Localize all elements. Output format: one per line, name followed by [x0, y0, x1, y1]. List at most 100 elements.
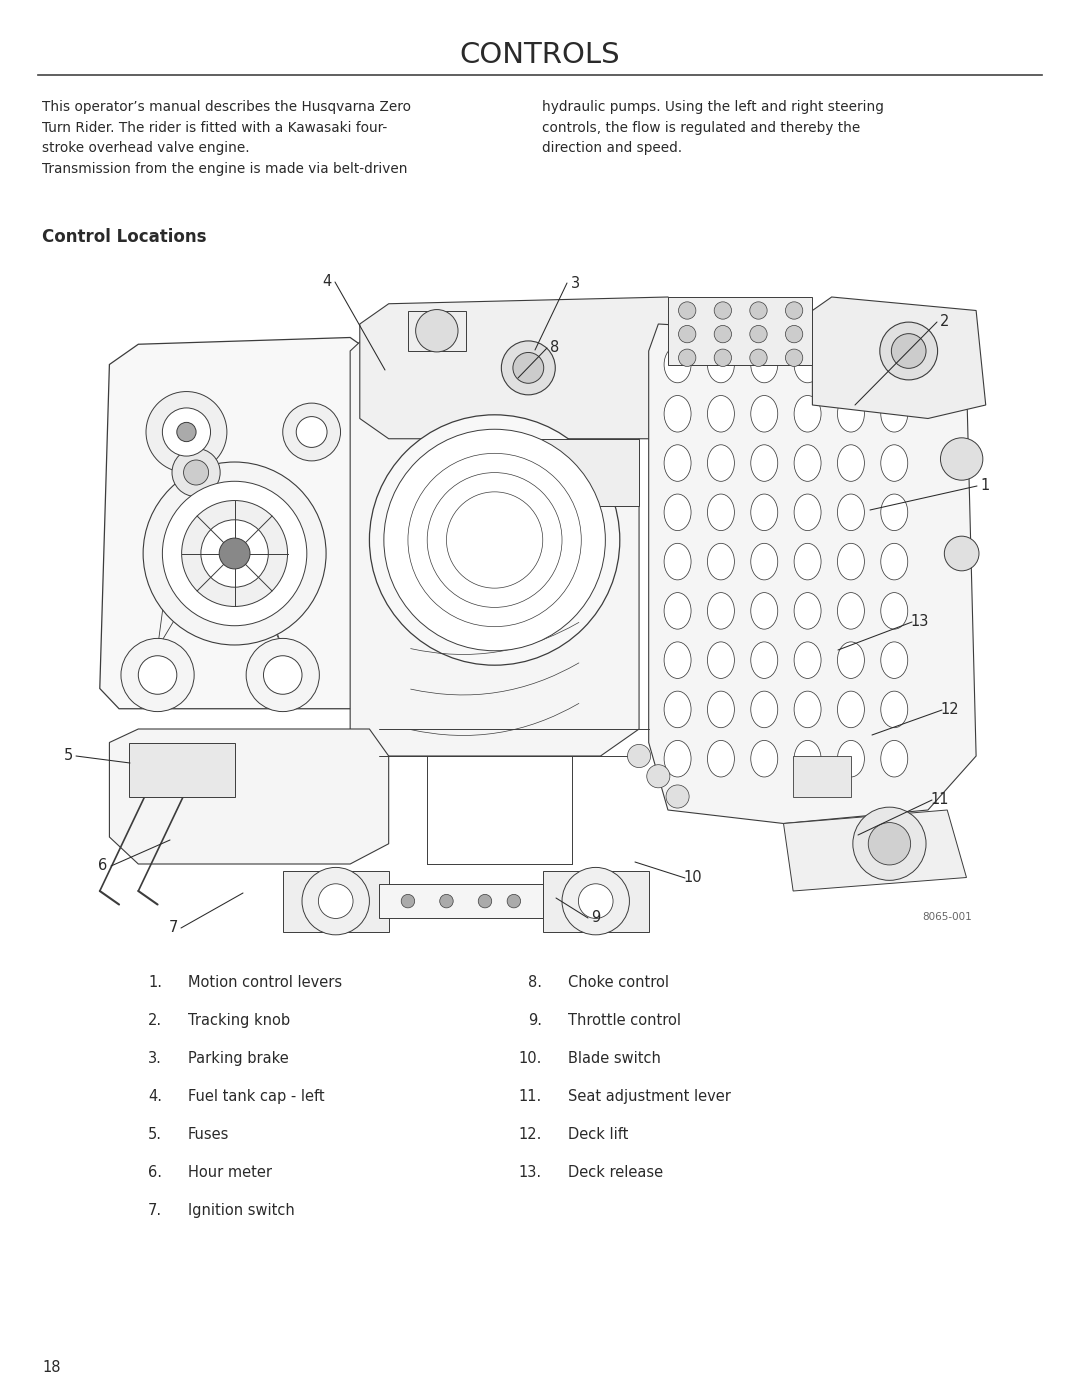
Text: Hour meter: Hour meter — [188, 1165, 272, 1180]
Ellipse shape — [891, 334, 926, 369]
Text: 12.: 12. — [518, 1127, 542, 1141]
Ellipse shape — [751, 495, 778, 531]
Ellipse shape — [881, 592, 907, 629]
Ellipse shape — [177, 422, 197, 441]
Ellipse shape — [714, 326, 731, 342]
Ellipse shape — [794, 444, 821, 482]
Ellipse shape — [794, 692, 821, 728]
Ellipse shape — [201, 520, 268, 587]
Ellipse shape — [751, 543, 778, 580]
Ellipse shape — [714, 302, 731, 319]
Ellipse shape — [246, 638, 320, 711]
Ellipse shape — [478, 894, 491, 908]
Ellipse shape — [714, 349, 731, 366]
Ellipse shape — [664, 740, 691, 777]
Ellipse shape — [853, 807, 926, 880]
Ellipse shape — [881, 444, 907, 482]
Ellipse shape — [184, 460, 208, 485]
Text: CONTROLS: CONTROLS — [460, 41, 620, 68]
Ellipse shape — [707, 395, 734, 432]
Polygon shape — [812, 298, 986, 419]
Ellipse shape — [319, 884, 353, 918]
Text: Fuel tank cap - left: Fuel tank cap - left — [188, 1090, 325, 1104]
Text: 11: 11 — [931, 792, 949, 807]
Ellipse shape — [794, 543, 821, 580]
Text: 5: 5 — [64, 749, 72, 764]
Ellipse shape — [440, 894, 454, 908]
Ellipse shape — [881, 495, 907, 531]
Ellipse shape — [751, 692, 778, 728]
Ellipse shape — [664, 346, 691, 383]
Text: 8.: 8. — [528, 975, 542, 990]
Ellipse shape — [880, 323, 937, 380]
Polygon shape — [649, 324, 976, 823]
Ellipse shape — [794, 395, 821, 432]
Ellipse shape — [751, 395, 778, 432]
Ellipse shape — [283, 404, 340, 461]
Ellipse shape — [881, 740, 907, 777]
Ellipse shape — [138, 655, 177, 694]
Polygon shape — [350, 324, 639, 756]
Text: 4.: 4. — [148, 1090, 162, 1104]
Ellipse shape — [647, 764, 670, 788]
Ellipse shape — [513, 352, 543, 383]
Text: Parking brake: Parking brake — [188, 1051, 288, 1066]
Ellipse shape — [837, 692, 864, 728]
Ellipse shape — [750, 302, 767, 319]
Ellipse shape — [162, 408, 211, 455]
Ellipse shape — [664, 395, 691, 432]
Ellipse shape — [837, 395, 864, 432]
Ellipse shape — [383, 429, 606, 651]
Ellipse shape — [678, 349, 696, 366]
Ellipse shape — [750, 349, 767, 366]
Polygon shape — [524, 439, 639, 506]
Text: 2.: 2. — [148, 1013, 162, 1028]
Ellipse shape — [707, 692, 734, 728]
Ellipse shape — [181, 500, 287, 606]
Text: 10: 10 — [684, 870, 702, 886]
Text: 9: 9 — [592, 911, 600, 925]
Polygon shape — [129, 742, 234, 796]
Ellipse shape — [296, 416, 327, 447]
Polygon shape — [408, 310, 465, 351]
Ellipse shape — [664, 692, 691, 728]
Ellipse shape — [501, 341, 555, 395]
Polygon shape — [379, 884, 543, 918]
Polygon shape — [543, 870, 649, 932]
Ellipse shape — [881, 346, 907, 383]
Ellipse shape — [302, 868, 369, 935]
Text: 11.: 11. — [518, 1090, 542, 1104]
Text: Deck release: Deck release — [568, 1165, 663, 1180]
Ellipse shape — [678, 302, 696, 319]
Ellipse shape — [750, 326, 767, 342]
Polygon shape — [109, 729, 389, 863]
Text: 7.: 7. — [148, 1203, 162, 1218]
Text: 13.: 13. — [518, 1165, 542, 1180]
Text: 6.: 6. — [148, 1165, 162, 1180]
Ellipse shape — [881, 395, 907, 432]
Ellipse shape — [627, 745, 650, 767]
Text: 5.: 5. — [148, 1127, 162, 1141]
Ellipse shape — [837, 495, 864, 531]
Ellipse shape — [707, 495, 734, 531]
Ellipse shape — [508, 894, 521, 908]
Polygon shape — [99, 338, 389, 708]
Ellipse shape — [868, 823, 910, 865]
Ellipse shape — [837, 740, 864, 777]
Ellipse shape — [944, 536, 978, 571]
Text: Choke control: Choke control — [568, 975, 669, 990]
Ellipse shape — [664, 444, 691, 482]
Ellipse shape — [837, 543, 864, 580]
Ellipse shape — [751, 592, 778, 629]
Text: 2: 2 — [941, 314, 949, 330]
Text: 10.: 10. — [518, 1051, 542, 1066]
Text: 12: 12 — [941, 703, 959, 718]
Text: 8: 8 — [551, 341, 559, 355]
Ellipse shape — [751, 444, 778, 482]
Ellipse shape — [666, 785, 689, 807]
Ellipse shape — [794, 641, 821, 679]
Text: This operator’s manual describes the Husqvarna Zero
Turn Rider. The rider is fit: This operator’s manual describes the Hus… — [42, 101, 411, 176]
Text: Control Locations: Control Locations — [42, 228, 206, 246]
Text: 13: 13 — [910, 615, 929, 630]
Ellipse shape — [881, 543, 907, 580]
